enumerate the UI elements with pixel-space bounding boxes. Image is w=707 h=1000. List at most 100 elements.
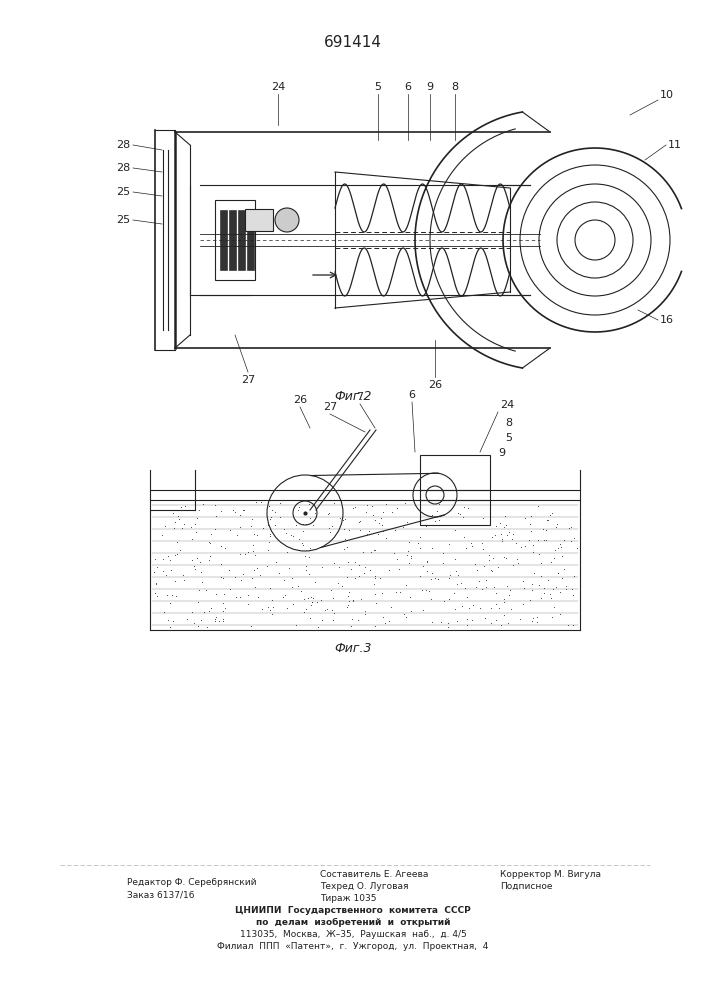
Point	[339, 531, 351, 547]
Point	[247, 543, 259, 559]
Point	[433, 571, 444, 587]
Point	[426, 540, 438, 556]
Point	[527, 537, 539, 553]
Point	[413, 535, 424, 551]
Point	[458, 529, 469, 545]
Point	[369, 568, 380, 584]
Point	[231, 527, 243, 543]
Point	[211, 508, 222, 524]
Point	[363, 523, 374, 539]
Point	[264, 526, 276, 542]
Point	[252, 527, 263, 543]
Text: 24: 24	[271, 82, 285, 92]
Point	[477, 510, 489, 526]
Point	[223, 562, 235, 578]
Point	[426, 591, 437, 607]
Point	[394, 561, 405, 577]
Point	[399, 495, 410, 511]
Point	[264, 511, 276, 527]
Point	[457, 509, 469, 525]
Point	[227, 502, 238, 518]
Point	[348, 593, 359, 609]
Point	[369, 542, 380, 558]
Point	[480, 572, 491, 588]
Point	[490, 518, 501, 534]
Point	[293, 502, 304, 518]
Point	[536, 568, 547, 584]
Point	[192, 594, 204, 610]
Point	[151, 559, 163, 575]
Point	[347, 592, 358, 608]
Point	[293, 531, 304, 547]
Point	[189, 615, 200, 631]
Point	[421, 554, 433, 570]
Point	[325, 524, 336, 540]
Point	[416, 582, 428, 598]
Point	[327, 612, 339, 628]
Point	[455, 575, 466, 591]
Point	[519, 580, 530, 596]
Point	[261, 558, 272, 574]
Point	[224, 522, 235, 538]
Point	[368, 576, 380, 592]
Point	[540, 522, 551, 538]
Point	[540, 532, 551, 548]
Bar	[220, 210, 227, 270]
Point	[204, 552, 215, 568]
Circle shape	[275, 208, 299, 232]
Point	[298, 516, 309, 532]
Point	[264, 602, 275, 618]
Point	[456, 598, 467, 614]
Text: 9: 9	[426, 82, 433, 92]
Point	[471, 562, 482, 578]
Point	[506, 531, 518, 547]
Point	[322, 506, 334, 522]
Point	[513, 555, 524, 571]
Text: 8: 8	[452, 82, 459, 92]
Point	[438, 545, 449, 561]
Point	[547, 505, 558, 521]
Point	[172, 546, 183, 562]
Point	[248, 526, 259, 542]
Point	[496, 617, 507, 633]
Point	[436, 614, 447, 630]
Point	[229, 504, 240, 520]
Point	[206, 526, 217, 542]
Point	[414, 568, 426, 584]
Point	[402, 543, 414, 559]
Point	[297, 537, 308, 553]
Point	[203, 603, 214, 619]
Point	[375, 510, 387, 526]
Point	[501, 550, 512, 566]
Point	[315, 592, 326, 608]
Point	[485, 615, 496, 631]
Point	[323, 505, 334, 521]
Point	[490, 612, 501, 628]
Point	[486, 563, 498, 579]
Point	[170, 547, 181, 563]
Point	[215, 569, 226, 585]
Point	[418, 558, 429, 574]
Point	[448, 585, 460, 601]
Point	[159, 518, 170, 534]
Point	[555, 539, 566, 555]
Point	[556, 570, 568, 586]
Point	[316, 612, 327, 628]
Point	[571, 540, 583, 556]
Point	[507, 526, 518, 542]
Point	[384, 562, 395, 578]
Point	[541, 512, 552, 528]
Text: 9: 9	[498, 448, 505, 458]
Point	[548, 599, 559, 615]
Point	[529, 565, 540, 581]
Point	[344, 593, 355, 609]
Point	[550, 519, 561, 535]
Point	[164, 552, 175, 568]
Point	[373, 515, 385, 531]
Text: Редактор Ф. Серебрянский: Редактор Ф. Серебрянский	[127, 878, 257, 887]
Point	[443, 591, 455, 607]
Point	[177, 567, 189, 583]
Point	[552, 565, 563, 581]
Point	[310, 505, 321, 521]
Point	[527, 544, 538, 560]
